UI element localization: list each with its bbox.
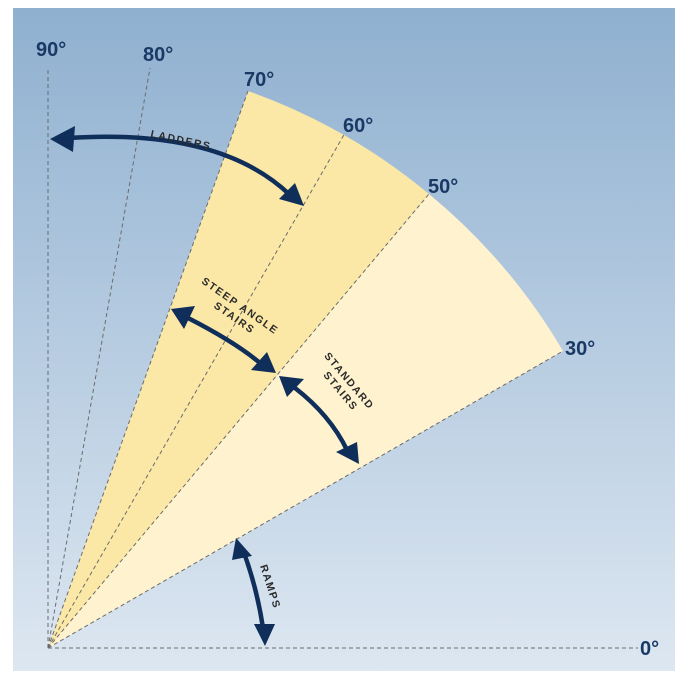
angle-label-50: 50° [428,176,458,198]
angle-label-30: 30° [565,338,595,360]
guide-line-60 [47,132,346,649]
guide-line-30 [47,350,564,649]
angle-label-80: 80° [143,44,173,66]
arrowhead-icon [251,352,276,373]
arrowhead-icon [254,624,275,646]
steep-stairs-arrow-icon [185,315,263,366]
arrow-heads [50,126,359,646]
arrowhead-icon [336,442,359,464]
angle-label-60: 60° [343,115,373,137]
arrowhead-icon [232,538,252,560]
angle-label-0: 0° [640,638,659,660]
arrowhead-icon [279,376,304,397]
ladders-arrow-icon [65,134,293,198]
guide-line-80 [47,67,151,649]
guide-line-50 [47,193,430,649]
standard-stairs-zone [48,194,563,648]
guide-lines [47,67,638,649]
standard-stairs-arrow-icon [292,385,350,453]
arrowhead-icon [279,183,304,206]
steep-stairs-zone [48,91,429,648]
arrowhead-icon [171,306,195,329]
arrowhead-icon [50,126,75,152]
angle-label-90: 90° [36,39,66,61]
guide-line-70 [47,90,249,649]
angle-label-70: 70° [244,69,274,91]
